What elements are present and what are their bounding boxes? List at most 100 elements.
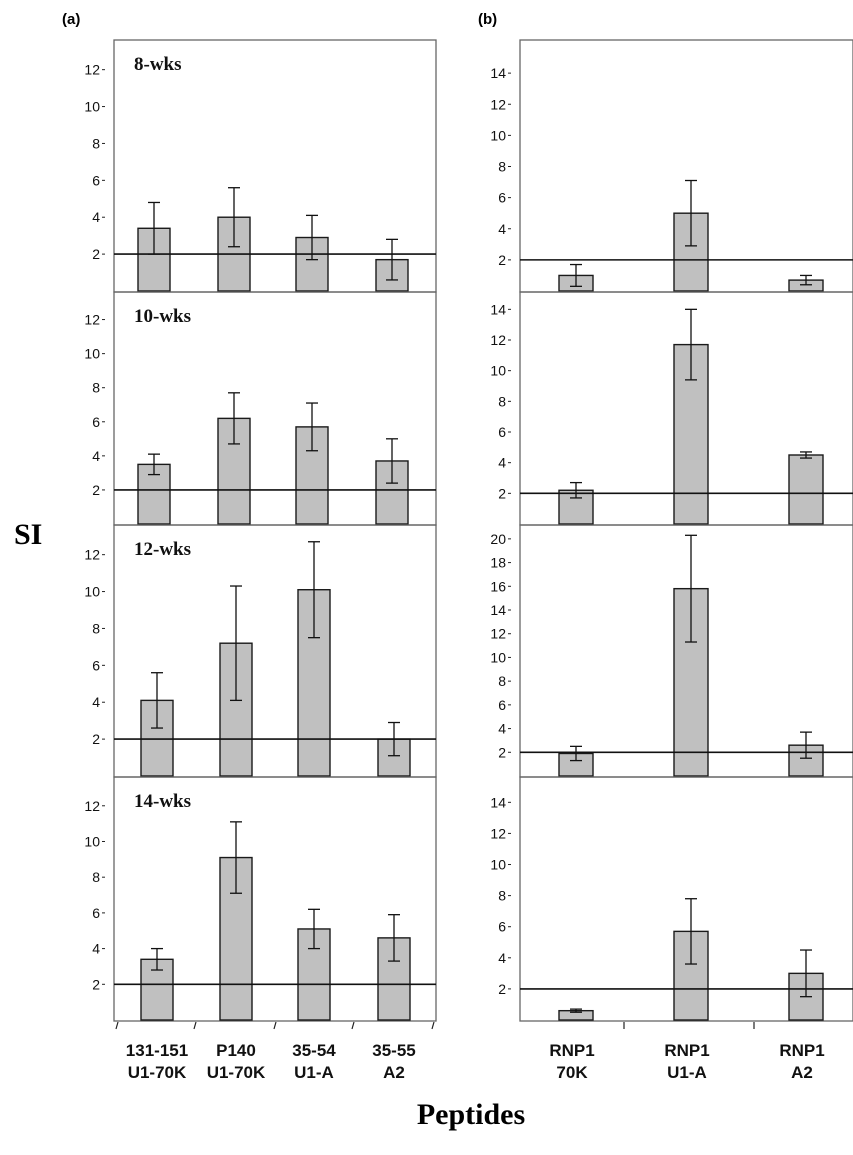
category-label-line: RNP1: [664, 1041, 709, 1060]
y-tick-label: 10: [490, 127, 506, 143]
y-tick-label: 6: [498, 424, 506, 440]
y-axis-title: SI: [14, 518, 42, 551]
y-tick-label: 6: [92, 905, 100, 921]
subplot-a-1: 2 4 6 8 10 12 8-wks: [84, 39, 437, 293]
y-tick-label: 12: [490, 825, 506, 841]
y-tick-label: 8: [92, 869, 100, 885]
y-tick-label: 2: [498, 744, 506, 760]
subplot-b-2: 2 4 6 8 10 12 14: [490, 291, 853, 526]
x-tick-mark: [193, 1021, 197, 1030]
y-tick-label: 6: [92, 414, 100, 430]
y-tick-label: 10: [84, 99, 100, 115]
category-label: RNP1 A2: [779, 1041, 824, 1082]
y-tick-label: 10: [490, 649, 506, 665]
y-tick-label: 14: [490, 301, 506, 317]
week-label: 14-wks: [134, 791, 191, 812]
y-tick-label: 8: [498, 393, 506, 409]
x-tick-mark: [115, 1021, 119, 1030]
y-tick-label: 10: [490, 363, 506, 379]
category-label-line: RNP1: [779, 1041, 824, 1060]
category-label-line: U1-70K: [128, 1063, 187, 1082]
y-tick-label: 6: [498, 190, 506, 206]
category-label-line: U1-A: [667, 1063, 707, 1082]
y-tick-label: 4: [498, 221, 506, 237]
y-tick-label: 10: [84, 833, 100, 849]
y-tick-label: 4: [92, 941, 100, 957]
y-tick-label: 16: [490, 578, 506, 594]
y-tick-label: 2: [498, 252, 506, 268]
y-tick-label: 12: [84, 312, 100, 328]
y-tick-label: 12: [490, 332, 506, 348]
subplot-a-4: 2 4 6 8 10 12 14-wks 131-151 U1-70K P140 U1-70K 35-…: [84, 776, 437, 1082]
y-tick-label: 8: [498, 888, 506, 904]
y-tick-label: 2: [92, 976, 100, 992]
y-tick-label: 2: [92, 482, 100, 498]
subplot-a-2: 2 4 6 8 10 12 10-wks: [84, 291, 437, 526]
y-tick-label: 2: [92, 246, 100, 262]
week-label: 8-wks: [134, 54, 182, 75]
panel-a-label: (a): [62, 11, 80, 28]
y-tick-label: 6: [498, 697, 506, 713]
y-tick-label: 18: [490, 555, 506, 571]
x-tick-mark: [351, 1021, 355, 1030]
x-tick-mark: [273, 1021, 277, 1030]
week-label: 12-wks: [134, 539, 191, 560]
subplot-a-3: 2 4 6 8 10 12 12-wks: [84, 524, 437, 778]
y-tick-label: 4: [92, 694, 100, 710]
plot-area: 2 4 6 8 10 12 8-wks 2 4 6 8 10 12 10-wks 2 4 6 8 10 12 12-wk…: [84, 39, 853, 1082]
y-tick-label: 12: [84, 547, 100, 563]
y-tick-label: 14: [490, 794, 506, 810]
subplot-b-1: 2 4 6 8 10 12 14: [490, 39, 853, 293]
category-label: 131-151 U1-70K: [126, 1041, 188, 1082]
category-label: 35-54 U1-A: [292, 1041, 336, 1082]
category-label-line: RNP1: [549, 1041, 594, 1060]
y-tick-label: 6: [498, 919, 506, 935]
bar: [788, 454, 824, 525]
y-tick-label: 4: [92, 448, 100, 464]
category-label-line: 131-151: [126, 1041, 188, 1060]
y-tick-label: 4: [92, 209, 100, 225]
y-tick-label: 10: [490, 857, 506, 873]
category-label: 35-55 A2: [372, 1041, 415, 1082]
y-tick-label: 12: [84, 798, 100, 814]
y-tick-label: 2: [498, 485, 506, 501]
y-tick-label: 14: [490, 602, 506, 618]
category-label-line: 70K: [556, 1063, 588, 1082]
y-tick-label: 14: [490, 65, 506, 81]
y-tick-label: 12: [490, 96, 506, 112]
subplot-b-3: 2 4 6 8 10 12 14 16 18 20: [490, 524, 853, 778]
y-tick-label: 8: [92, 380, 100, 396]
plot-frame: [113, 776, 437, 1022]
panel-b-label: (b): [478, 11, 497, 28]
category-label: RNP1 U1-A: [664, 1041, 709, 1082]
y-tick-label: 10: [84, 346, 100, 362]
subplot-b-4: 2 4 6 8 10 12 14 RNP1 70K RNP1 U1-A RNP1 A2: [490, 776, 853, 1082]
y-tick-label: 2: [92, 731, 100, 747]
category-label: RNP1 70K: [549, 1041, 594, 1082]
y-tick-label: 2: [498, 981, 506, 997]
category-label-line: A2: [791, 1063, 813, 1082]
category-label-line: P140: [216, 1041, 256, 1060]
y-tick-label: 8: [92, 620, 100, 636]
category-label-line: U1-A: [294, 1063, 334, 1082]
x-axis-title: Peptides: [417, 1098, 525, 1131]
category-label-line: A2: [383, 1063, 405, 1082]
y-tick-label: 4: [498, 950, 506, 966]
y-tick-label: 10: [84, 584, 100, 600]
category-label-line: 35-55: [372, 1041, 415, 1060]
y-tick-label: 6: [92, 657, 100, 673]
category-label: P140 U1-70K: [207, 1041, 266, 1082]
category-label-line: U1-70K: [207, 1063, 266, 1082]
x-tick-mark: [431, 1021, 435, 1030]
category-label-line: 35-54: [292, 1041, 336, 1060]
y-tick-label: 8: [92, 135, 100, 151]
y-tick-label: 12: [490, 626, 506, 642]
y-tick-label: 8: [498, 159, 506, 175]
y-tick-label: 8: [498, 673, 506, 689]
y-tick-label: 6: [92, 172, 100, 188]
plot-frame: [519, 776, 853, 1022]
y-tick-label: 12: [84, 62, 100, 78]
y-tick-label: 20: [490, 531, 506, 547]
y-tick-label: 4: [498, 455, 506, 471]
